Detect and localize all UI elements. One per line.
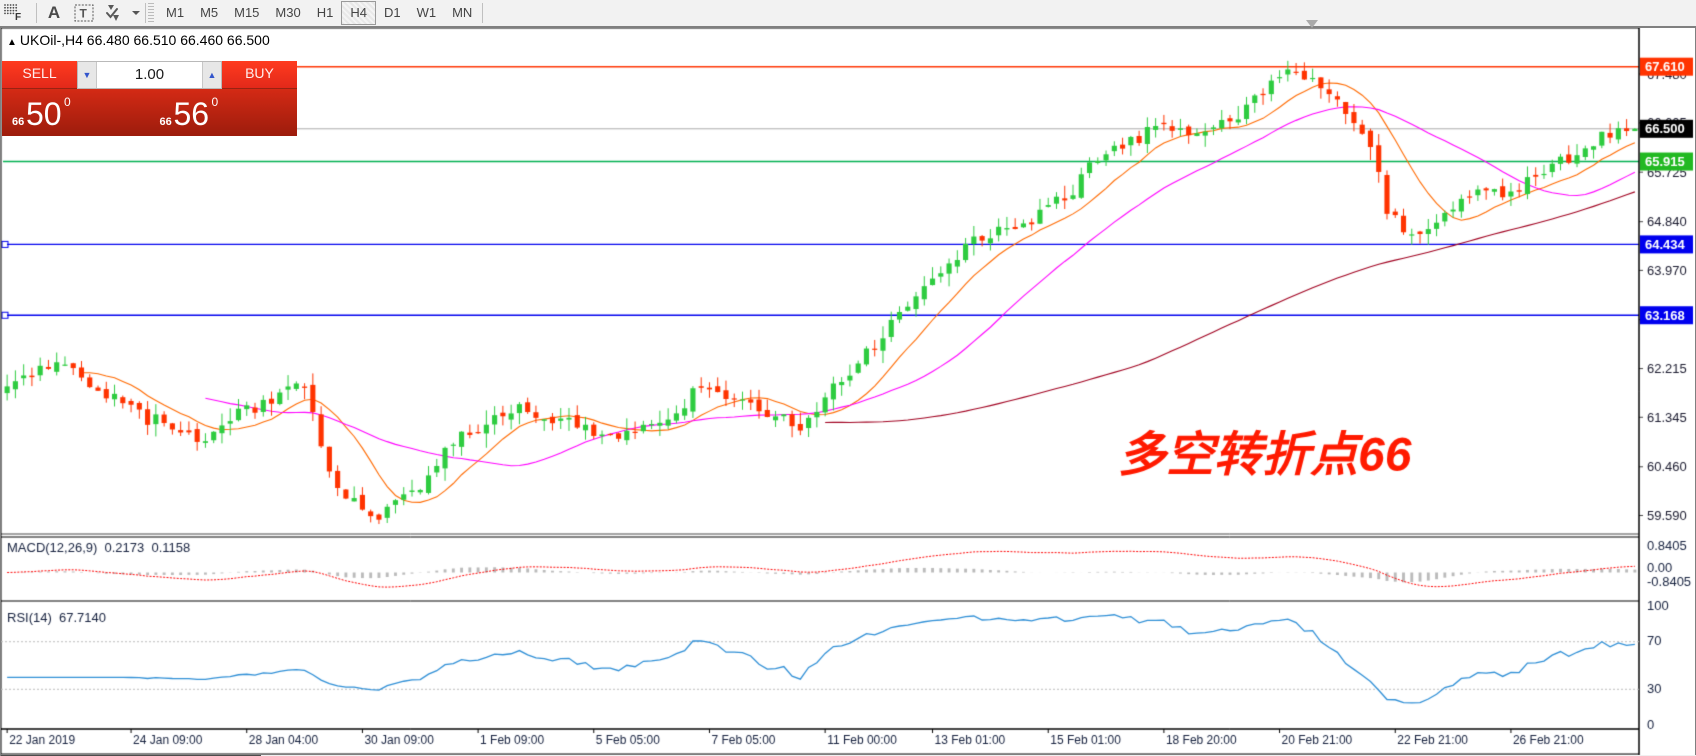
svg-text:T: T — [80, 7, 88, 21]
svg-text:F: F — [15, 12, 21, 23]
